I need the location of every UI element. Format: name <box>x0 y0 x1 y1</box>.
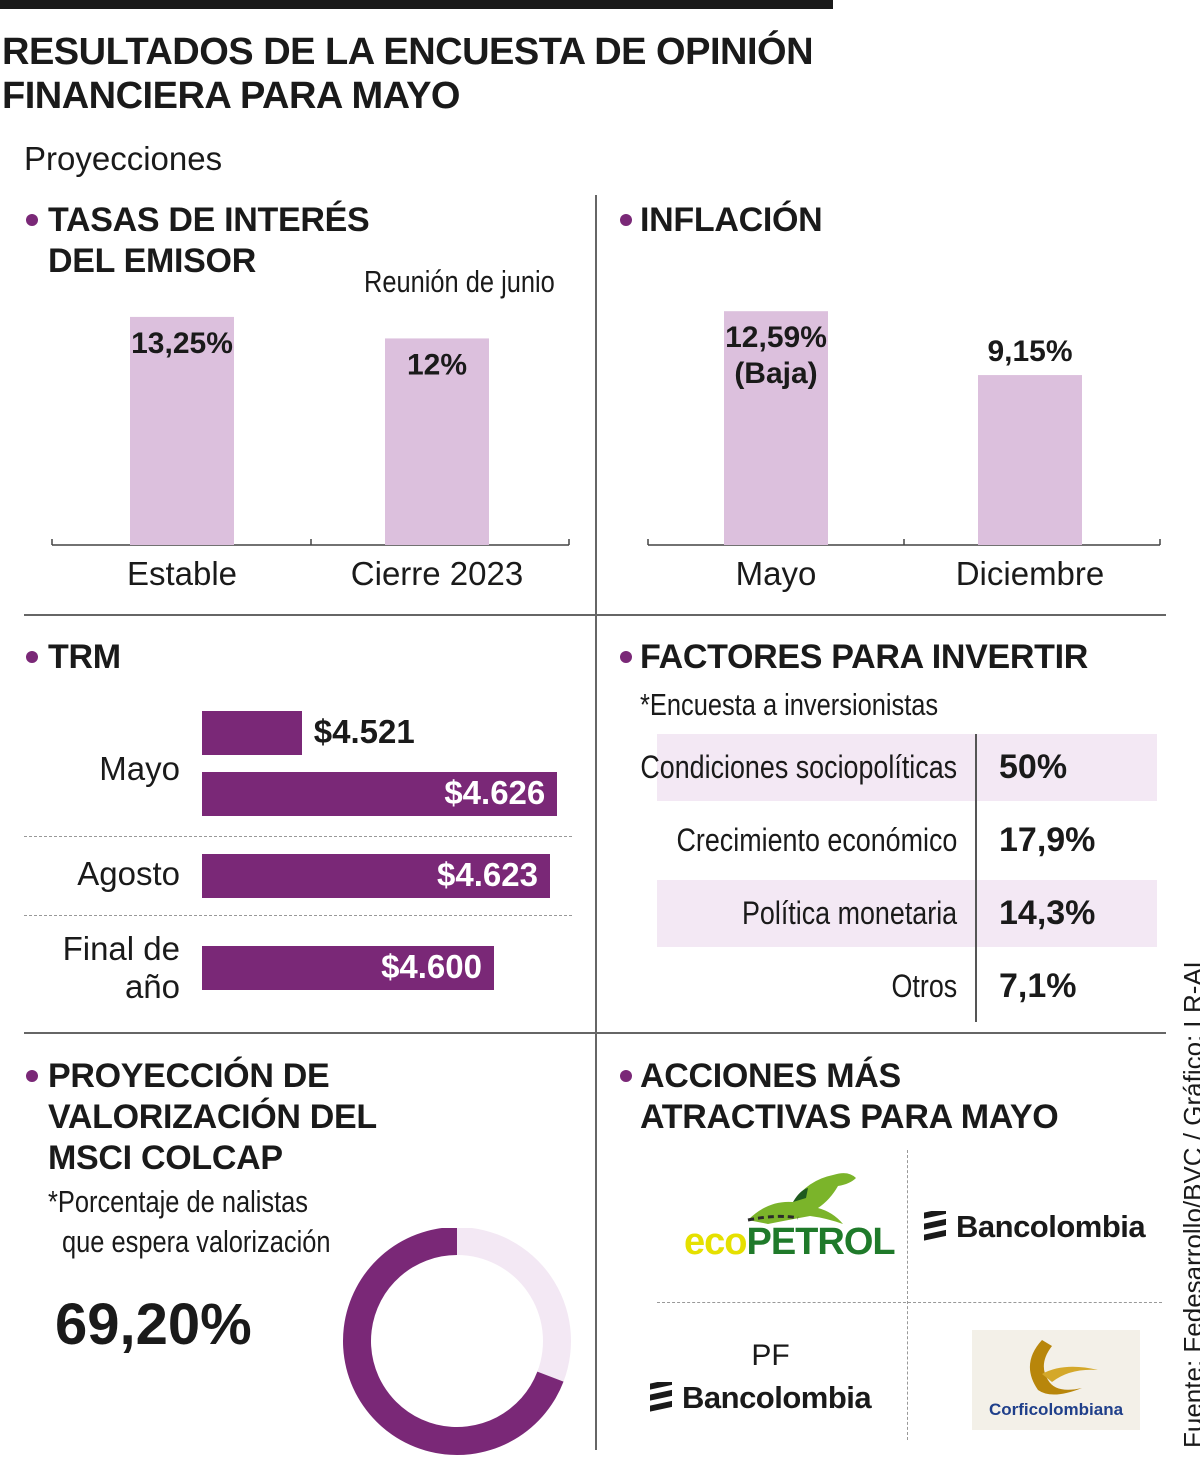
factores-title: FACTORES PARA INVERTIR <box>640 637 1088 678</box>
table-row: Crecimiento económico 17,9% <box>657 807 1157 874</box>
pf-bancolombia-logo: Bancolombia <box>648 1376 893 1420</box>
trm-category-final-line-2: año <box>20 968 180 1006</box>
acciones-title-line-1: ACCIONES MÁS <box>640 1056 1058 1097</box>
page-title-line-1: RESULTADOS DE LA ENCUESTA DE OPINIÓN <box>2 30 862 74</box>
bar <box>978 375 1082 545</box>
row-divider-2 <box>24 1032 1166 1034</box>
ecopetrol-wordmark: ecoPETROL <box>684 1220 895 1264</box>
bancolombia-stripes-icon <box>648 1382 676 1412</box>
acciones-vdivider <box>907 1150 908 1440</box>
msci-title-line-3: MSCI COLCAP <box>48 1138 377 1179</box>
msci-title: PROYECCIÓN DE VALORIZACIÓN DEL MSCI COLC… <box>48 1056 377 1179</box>
msci-title-line-2: VALORIZACIÓN DEL <box>48 1097 377 1138</box>
msci-donut-chart <box>340 1228 580 1458</box>
bar-data-label: 9,15% <box>987 335 1072 368</box>
row-divider-1 <box>24 614 1166 616</box>
pf-label: PF <box>648 1338 893 1374</box>
table-row: Política monetaria 14,3% <box>657 880 1157 947</box>
donut-slice <box>457 1228 571 1382</box>
source-note: Fuente: Fedesarrollo/BVC / Gráfico: LR-A… <box>1178 954 1200 1448</box>
ecopetrol-wordmark-petrol: PETROL <box>746 1221 894 1263</box>
factores-table: Condiciones sociopolíticas 50% Crecimien… <box>657 734 1157 1024</box>
trm-bar-label: $4.626 <box>202 772 557 816</box>
bar-data-label: (Baja) <box>734 357 817 390</box>
bancolombia-logo: Bancolombia <box>922 1205 1167 1249</box>
factores-row-value: 50% <box>999 734 1067 801</box>
x-tick-label: Estable <box>127 555 237 592</box>
factores-note: *Encuesta a inversionistas <box>640 685 938 725</box>
trm-category-mayo-text: Mayo <box>99 750 180 787</box>
factores-table-divider <box>975 734 977 1022</box>
msci-value-label: 69,20% <box>55 1290 252 1360</box>
trm-bullet-icon <box>26 651 38 663</box>
factores-row-value: 7,1% <box>999 953 1077 1020</box>
trm-category-final-line-1: Final de <box>20 930 180 968</box>
trm-bar <box>202 711 302 755</box>
tasas-title-line-1: TASAS DE INTERÉS <box>48 200 369 241</box>
trm-title: TRM <box>48 637 121 678</box>
inflacion-bullet-icon <box>620 214 632 226</box>
trm-category-mayo: Mayo <box>20 750 180 788</box>
acciones-bullet-icon <box>620 1070 632 1082</box>
pf-bancolombia-wordmark: Bancolombia <box>682 1376 871 1420</box>
trm-divider-1 <box>24 836 572 837</box>
ecopetrol-wordmark-eco: eco <box>684 1221 746 1263</box>
factores-row-label: Crecimiento económico <box>676 807 957 874</box>
bancolombia-stripes-icon <box>922 1211 950 1241</box>
trm-bar-label: $4.600 <box>202 946 494 990</box>
factores-row-value: 14,3% <box>999 880 1095 947</box>
acciones-title-line-2: ATRACTIVAS PARA MAYO <box>640 1097 1058 1138</box>
tasas-title: TASAS DE INTERÉS DEL EMISOR <box>48 200 369 282</box>
acciones-title: ACCIONES MÁS ATRACTIVAS PARA MAYO <box>640 1056 1058 1138</box>
tasas-note: Reunión de junio <box>364 262 555 302</box>
corficolombiana-swoosh-icon <box>1012 1334 1102 1402</box>
ecopetrol-logo: ecoPETROL <box>680 1160 880 1270</box>
acciones-hdivider <box>657 1302 1162 1303</box>
center-divider <box>595 195 597 1450</box>
x-tick-label: Mayo <box>736 555 817 592</box>
tasas-chart: 13,25% Estable 12% Cierre 2023 <box>24 300 584 610</box>
bar-data-label: 12% <box>407 348 467 381</box>
factores-row-label: Otros <box>891 953 957 1020</box>
table-row: Condiciones sociopolíticas 50% <box>657 734 1157 801</box>
x-tick-label: Cierre 2023 <box>351 555 523 592</box>
trm-category-final: Final de año <box>20 930 180 1006</box>
trm-bar-label: $4.521 <box>314 710 415 754</box>
trm-bar-label: $4.623 <box>202 854 550 898</box>
corficolombiana-logo: Corficolombiana <box>972 1330 1140 1430</box>
msci-note-line-1: *Porcentaje de nalistas <box>48 1182 308 1222</box>
page-subtitle: Proyecciones <box>24 140 222 178</box>
trm-chart: Mayo Agosto Final de año $4.521 $4.626 $4.… <box>0 700 595 1020</box>
bar-data-label: 12,59% <box>725 321 827 354</box>
page-title-line-2: FINANCIERA PARA MAYO <box>2 74 862 118</box>
inflacion-chart: 12,59%(Baja) Mayo 9,15% Diciembre <box>610 280 1170 610</box>
msci-title-line-1: PROYECCIÓN DE <box>48 1056 377 1097</box>
page-title: RESULTADOS DE LA ENCUESTA DE OPINIÓN FIN… <box>2 30 862 118</box>
factores-row-label: Condiciones sociopolíticas <box>640 734 957 801</box>
bar-data-label: 13,25% <box>131 327 233 360</box>
bancolombia-wordmark: Bancolombia <box>956 1205 1145 1249</box>
x-tick-label: Diciembre <box>956 555 1105 592</box>
corficolombiana-wordmark: Corficolombiana <box>972 1398 1140 1422</box>
trm-divider-2 <box>24 915 572 916</box>
top-rule <box>0 0 833 9</box>
factores-row-value: 17,9% <box>999 807 1095 874</box>
tasas-bullet-icon <box>26 214 38 226</box>
factores-bullet-icon <box>620 651 632 663</box>
trm-category-agosto: Agosto <box>20 855 180 893</box>
factores-row-label: Política monetaria <box>742 880 957 947</box>
tasas-title-line-2: DEL EMISOR <box>48 241 369 282</box>
trm-category-agosto-text: Agosto <box>77 855 180 892</box>
inflacion-title: INFLACIÓN <box>640 200 822 241</box>
table-row: Otros 7,1% <box>657 953 1157 1020</box>
msci-bullet-icon <box>26 1070 38 1082</box>
msci-note-line-2: que espera valorización <box>62 1222 330 1262</box>
